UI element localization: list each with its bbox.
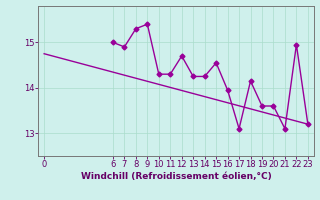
X-axis label: Windchill (Refroidissement éolien,°C): Windchill (Refroidissement éolien,°C) [81, 172, 271, 181]
